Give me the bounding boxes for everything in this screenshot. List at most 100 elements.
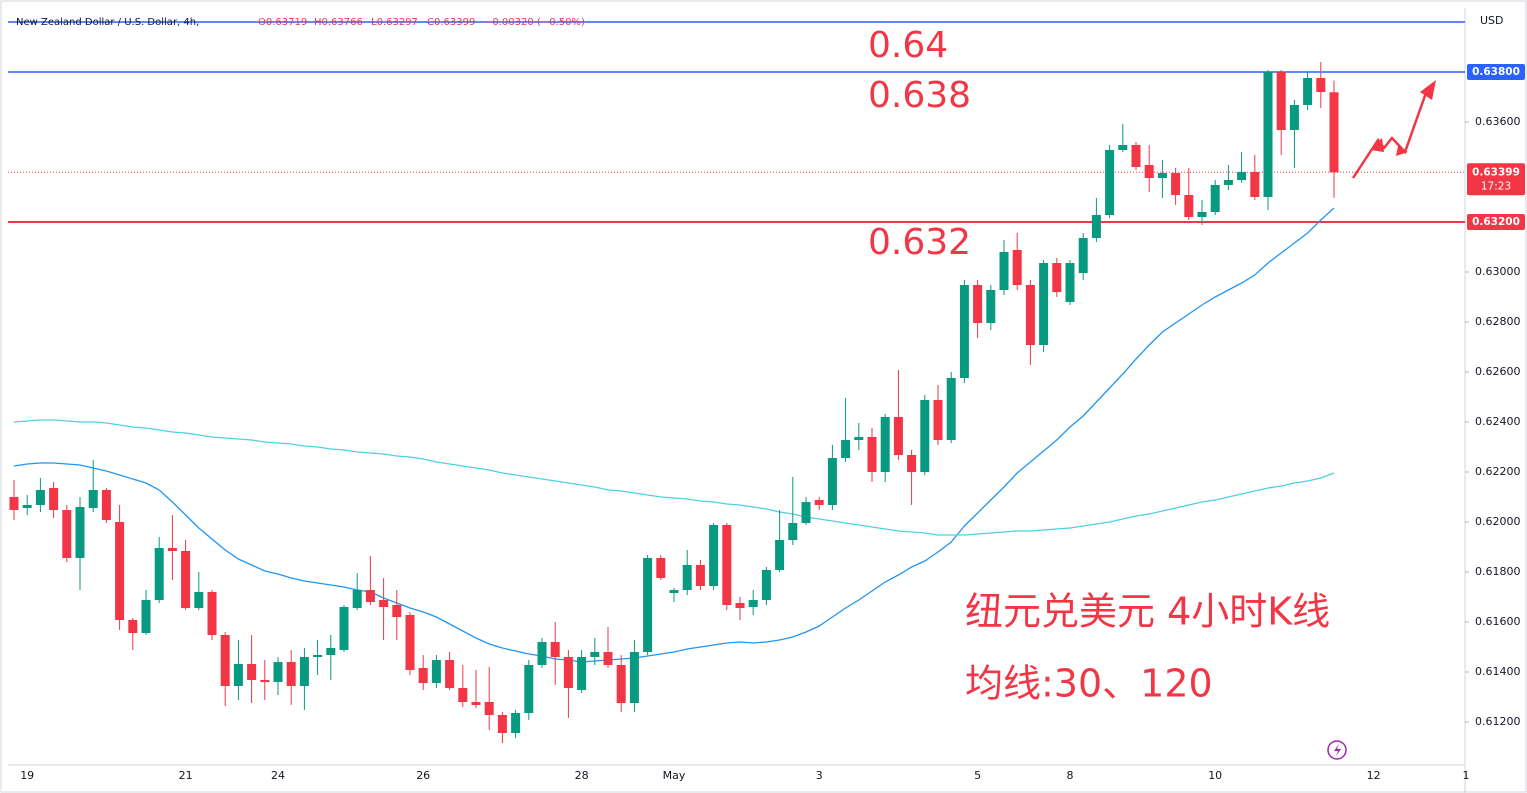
y-tick-label: 0.62800 xyxy=(1475,315,1521,328)
price-label-box xyxy=(1467,163,1525,196)
moving-average xyxy=(13,207,1335,663)
candle-body xyxy=(88,490,98,508)
candle-body xyxy=(788,523,798,540)
candle-body xyxy=(22,505,32,508)
x-tick-label: 3 xyxy=(816,769,823,782)
candle-body xyxy=(339,607,349,650)
candle-body xyxy=(445,660,455,688)
x-tick-label: 21 xyxy=(179,769,193,782)
candle-body xyxy=(1316,78,1326,92)
annotation: 纽元兑美元 4小时K线 xyxy=(965,590,1330,634)
level-label-box xyxy=(1467,214,1525,230)
candle-body xyxy=(827,458,837,505)
y-tick-label: 0.61200 xyxy=(1475,715,1521,728)
candle-body xyxy=(62,510,72,558)
plot xyxy=(8,21,1465,743)
candle-body xyxy=(299,657,309,686)
candle-body xyxy=(365,590,375,602)
candle-body xyxy=(1329,92,1339,173)
candle-body xyxy=(511,713,521,733)
candle-body xyxy=(1118,145,1128,150)
x-tick-label: 5 xyxy=(974,769,981,782)
candle-body xyxy=(9,497,19,510)
candle-body xyxy=(1144,165,1154,178)
candle-body xyxy=(313,655,323,657)
candle-body xyxy=(854,437,864,440)
candle-body xyxy=(1184,195,1194,217)
candle-body xyxy=(893,417,903,455)
x-tick-label: 26 xyxy=(416,769,430,782)
event-icon-bolt xyxy=(1334,744,1341,756)
candle-body xyxy=(801,502,811,523)
candle-body xyxy=(735,603,745,608)
candle-body xyxy=(115,522,125,620)
candle-body xyxy=(286,662,296,686)
candle-body xyxy=(431,660,441,683)
candle-body xyxy=(1131,145,1141,167)
arrow-head xyxy=(1370,138,1408,156)
candle-body xyxy=(867,437,877,472)
candle-body xyxy=(669,590,679,593)
ohlc-close: C0.63399 xyxy=(427,17,475,28)
x-tick-label: 19 xyxy=(20,769,34,782)
candle-body xyxy=(220,635,230,686)
candle-body xyxy=(1289,105,1299,130)
candle-body xyxy=(497,715,507,733)
candle-body xyxy=(814,500,824,505)
x-tick-label: 28 xyxy=(575,769,589,782)
countdown: 17:23 xyxy=(1481,180,1511,192)
y-tick-label: 0.62400 xyxy=(1475,415,1521,428)
candle-body xyxy=(1263,72,1273,197)
candle-body xyxy=(616,665,626,703)
candle-body xyxy=(1210,185,1220,212)
candle-body xyxy=(1250,172,1260,197)
candle-body xyxy=(273,662,283,682)
x-tick-label: 1 xyxy=(1463,769,1470,782)
candle-body xyxy=(999,252,1009,290)
candle-body xyxy=(933,400,943,440)
arrow-head xyxy=(1420,80,1436,100)
candle-body xyxy=(986,290,996,323)
y-tick-label: 0.62600 xyxy=(1475,365,1521,378)
event-icon[interactable] xyxy=(1327,740,1347,760)
candle-body xyxy=(233,664,243,686)
candle-body xyxy=(709,525,719,586)
candle-body xyxy=(181,551,191,608)
x-tick-label: 24 xyxy=(271,769,285,782)
candle-body xyxy=(880,417,890,472)
candle-body xyxy=(392,605,402,617)
y-tick-label: 0.63000 xyxy=(1475,265,1521,278)
candle-body xyxy=(920,400,930,472)
candle-body xyxy=(1223,180,1233,185)
candle-body xyxy=(141,600,151,633)
ohlc-high: H0.63766 xyxy=(314,17,363,28)
candle-body xyxy=(1303,78,1313,105)
candle-body xyxy=(418,668,428,683)
candle-body xyxy=(458,688,468,702)
candle-body xyxy=(590,652,600,657)
candle-body xyxy=(1091,215,1101,238)
y-tick-label: 0.62000 xyxy=(1475,515,1521,528)
candle-body xyxy=(194,592,204,608)
candle-body xyxy=(695,565,705,586)
candle-body xyxy=(1157,173,1167,178)
candle-body xyxy=(524,665,534,713)
y-tick-label: 0.62200 xyxy=(1475,465,1521,478)
change: −0.00320 (−0.50%) xyxy=(484,17,585,28)
candle-body xyxy=(537,642,547,665)
candle-body xyxy=(722,525,732,605)
candle-body xyxy=(101,490,111,520)
level-label-box xyxy=(1467,64,1525,80)
y-tick-label: 0.61600 xyxy=(1475,615,1521,628)
candle-body xyxy=(973,285,983,323)
candle-body xyxy=(471,702,481,705)
candle-body xyxy=(841,440,851,458)
x-tick-label: 8 xyxy=(1067,769,1074,782)
candle-body xyxy=(154,548,164,600)
candle-body xyxy=(550,642,560,657)
candle-body xyxy=(907,455,917,472)
level-label: 0.63800 xyxy=(1472,66,1520,78)
candle-body xyxy=(352,590,362,608)
